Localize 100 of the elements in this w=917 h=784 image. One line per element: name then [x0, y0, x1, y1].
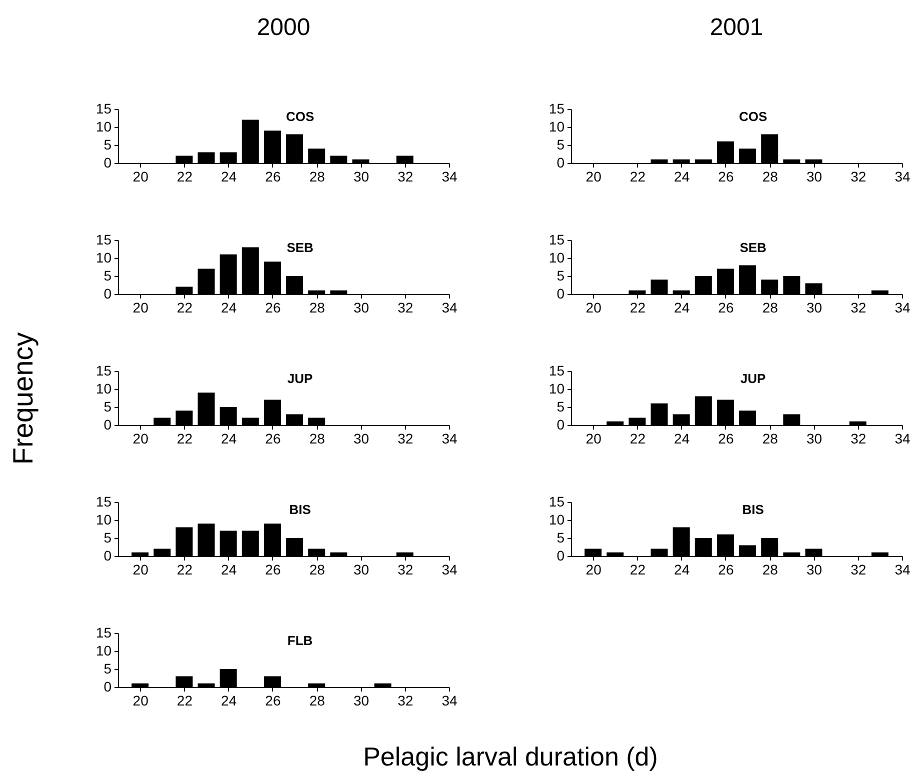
y-tick-label: 10 — [548, 512, 565, 528]
x-tick-label: 20 — [586, 168, 602, 184]
y-tick-label: 15 — [96, 232, 112, 248]
y-tick-label: 10 — [548, 380, 565, 396]
x-tick-label: 30 — [353, 692, 370, 708]
annotation: COS — [286, 109, 314, 124]
x-tick-label: 28 — [309, 692, 326, 708]
x-tick-label: 22 — [630, 562, 646, 578]
x-tick-label: 34 — [442, 300, 458, 316]
y-tick-label: 5 — [104, 268, 112, 284]
x-tick-label: 30 — [806, 300, 822, 316]
x-tick-label: 34 — [442, 562, 458, 578]
x-tick-label: 26 — [265, 692, 281, 708]
y-tick-label: 15 — [96, 362, 112, 378]
x-tick-label: 26 — [718, 430, 734, 446]
y-tick-label: 5 — [104, 398, 112, 414]
y-tick-label: 0 — [556, 548, 565, 564]
y-tick-label: 0 — [104, 154, 112, 170]
x-tick-label: 20 — [586, 562, 602, 578]
annotation: COS — [738, 109, 768, 124]
x-tick-label: 24 — [674, 168, 690, 184]
y-tick-label: 15 — [548, 232, 565, 248]
x-tick-label: 28 — [309, 168, 326, 184]
x-tick-label: 34 — [442, 168, 458, 184]
y-tick-label: 15 — [548, 100, 565, 116]
y-tick-label: 5 — [556, 136, 565, 152]
x-tick-label: 30 — [806, 168, 822, 184]
x-tick-label: 32 — [398, 168, 414, 184]
x-tick-label: 22 — [630, 430, 646, 446]
x-tick-label: 32 — [398, 692, 414, 708]
x-tick-label: 32 — [850, 168, 866, 184]
x-tick-label: 30 — [353, 168, 370, 184]
annotation: SEB — [740, 240, 766, 255]
x-tick-label: 32 — [850, 300, 866, 316]
y-tick-label: 10 — [96, 380, 112, 396]
y-tick-label: 0 — [104, 286, 112, 302]
y-tick-label: 10 — [96, 512, 112, 528]
y-tick-label: 15 — [96, 100, 112, 116]
x-tick-label: 32 — [398, 562, 414, 578]
y-tick-label: 15 — [548, 494, 565, 510]
x-tick-label: 26 — [718, 562, 734, 578]
y-tick-label: 0 — [556, 286, 565, 302]
x-tick-label: 28 — [762, 300, 778, 316]
x-tick-label: 26 — [718, 300, 734, 316]
x-tick-label: 24 — [221, 168, 237, 184]
y-tick-label: 10 — [548, 250, 565, 266]
x-tick-label: 24 — [674, 300, 690, 316]
x-tick-label: 32 — [398, 430, 414, 446]
y-tick-label: 0 — [104, 416, 112, 432]
y-tick-label: 0 — [556, 416, 565, 432]
x-tick-label: 26 — [265, 562, 281, 578]
x-tick-label: 24 — [221, 692, 237, 708]
x-tick-label: 26 — [265, 430, 281, 446]
x-tick-label: 24 — [221, 300, 237, 316]
y-tick-label: 10 — [96, 250, 112, 266]
annotation: JUP — [287, 371, 314, 386]
chart-title: 2001 — [710, 14, 764, 41]
x-tick-label: 28 — [309, 562, 326, 578]
x-tick-label: 34 — [442, 430, 458, 446]
annotation: BIS — [289, 502, 312, 517]
x-tick-label: 24 — [674, 430, 690, 446]
x-tick-label: 20 — [132, 692, 149, 708]
x-tick-label: 34 — [442, 692, 458, 708]
x-tick-label: 28 — [762, 562, 778, 578]
y-axis-title: Frequency — [8, 332, 38, 465]
x-tick-label: 24 — [221, 562, 237, 578]
x-tick-label: 28 — [762, 430, 778, 446]
annotation: SEB — [286, 240, 314, 255]
x-tick-label: 22 — [176, 168, 193, 184]
x-tick-label: 30 — [353, 562, 370, 578]
x-tick-label: 28 — [309, 300, 326, 316]
chart-title: 2000 — [256, 14, 310, 41]
x-tick-label: 20 — [586, 430, 602, 446]
x-tick-label: 26 — [265, 168, 281, 184]
y-tick-label: 5 — [104, 136, 112, 152]
x-tick-label: 20 — [132, 300, 149, 316]
annotation: BIS — [742, 502, 764, 517]
x-tick-label: 34 — [894, 430, 910, 446]
y-tick-label: 10 — [96, 642, 112, 658]
x-tick-label: 24 — [674, 562, 690, 578]
x-tick-label: 22 — [176, 430, 193, 446]
x-tick-label: 28 — [762, 168, 778, 184]
x-tick-label: 30 — [353, 430, 370, 446]
x-tick-label: 30 — [806, 430, 822, 446]
x-tick-label: 32 — [850, 430, 866, 446]
y-tick-label: 10 — [96, 118, 112, 134]
x-tick-label: 22 — [176, 692, 193, 708]
y-tick-label: 0 — [104, 548, 112, 564]
x-tick-label: 28 — [309, 430, 326, 446]
y-tick-label: 5 — [556, 398, 565, 414]
x-tick-label: 22 — [176, 300, 193, 316]
x-tick-label: 26 — [265, 300, 281, 316]
y-tick-label: 0 — [104, 678, 112, 694]
y-tick-label: 0 — [556, 154, 565, 170]
y-tick-label: 15 — [96, 494, 112, 510]
y-tick-label: 15 — [96, 624, 112, 640]
x-tick-label: 30 — [806, 562, 822, 578]
x-tick-label: 20 — [132, 168, 149, 184]
y-tick-label: 15 — [548, 362, 565, 378]
annotation: FLB — [287, 633, 313, 648]
